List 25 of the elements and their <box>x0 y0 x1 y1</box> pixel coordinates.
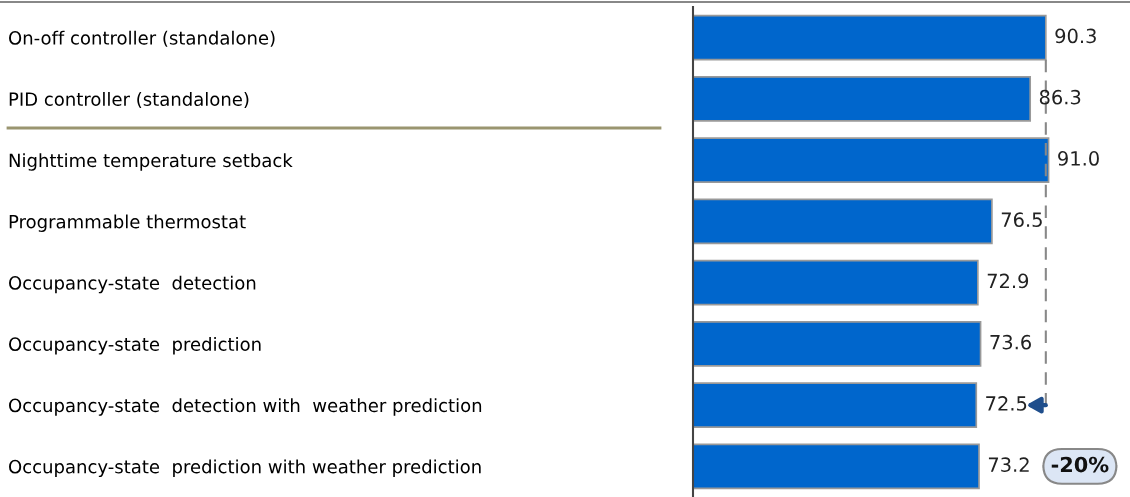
data-label: 72.5 <box>986 396 1027 411</box>
data-label: 72.9 <box>987 273 1029 289</box>
data-label: 76.5 <box>1001 212 1042 228</box>
data-label: 90.3 <box>1055 28 1096 44</box>
data-label: 73.6 <box>990 334 1031 350</box>
y-tick-label: Occupancy-state detection <box>9 275 256 294</box>
data-label: 91.0 <box>1058 151 1099 166</box>
y-tick-label: Nighttime temperature setback <box>9 153 293 171</box>
bar <box>693 259 979 306</box>
bar <box>693 14 1047 61</box>
data-label: 86.3 <box>1039 89 1081 105</box>
bar <box>693 137 1050 184</box>
y-tick-label: Occupancy-state prediction with weather prediction <box>9 459 481 477</box>
y-tick-label: Programmable thermostat <box>9 214 246 232</box>
bar <box>693 443 980 490</box>
y-tick-label: PID controller (standalone) <box>9 92 249 109</box>
bar <box>693 382 978 429</box>
bar <box>693 198 993 245</box>
y-tick-label: On-off controller (standalone) <box>9 30 275 47</box>
data-label: 73.2 <box>988 457 1029 473</box>
text: -20% <box>1051 456 1109 473</box>
bar <box>693 75 1032 122</box>
bar <box>693 320 982 367</box>
y-tick-label: Occupancy-state detection with weather prediction <box>9 398 482 416</box>
y-tick-label: Occupancy-state prediction <box>9 337 261 355</box>
